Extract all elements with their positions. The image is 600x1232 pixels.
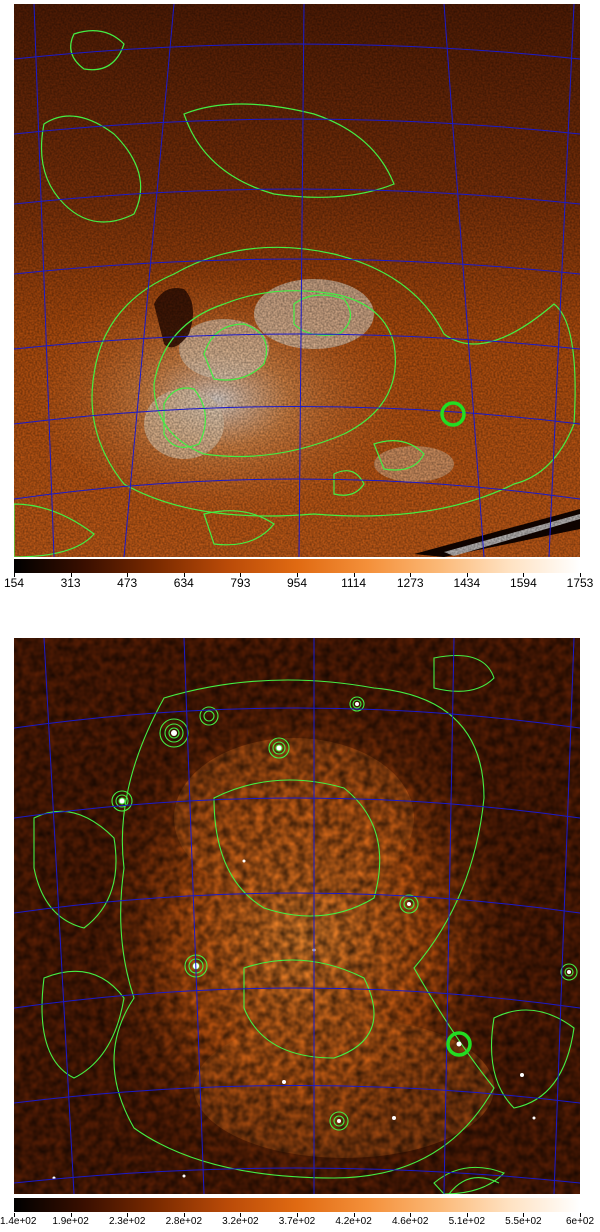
colorbar-tick-mark xyxy=(410,573,412,577)
colorbar-tick-label: 1114 xyxy=(341,576,367,590)
colorbar-tick-label: 313 xyxy=(60,576,81,590)
colorbar-tick-label: 1594 xyxy=(510,576,537,590)
colorbar-tick-mark xyxy=(353,1213,355,1217)
colorbar-tick-mark xyxy=(466,1213,468,1217)
bottom-map-svg xyxy=(14,638,580,1194)
bottom-panel: 1.4e+02 1.9e+02 2.3e+02 2.8e+02 3.2e+02 3.7e+… xyxy=(0,618,600,1227)
colorbar-tick-label: 1.9e+02 xyxy=(52,1216,89,1227)
colorbar-tick-label: 154 xyxy=(3,576,25,590)
colorbar-tick-mark xyxy=(240,1213,242,1217)
top-colorbar-labels: 154 313 473 634 793 954 1114 1273 1434 1594 1753 xyxy=(0,573,600,592)
colorbar-tick-label: 1753 xyxy=(566,576,594,590)
colorbar-tick-mark xyxy=(297,1213,298,1217)
colorbar-tick-label: 2.3e+02 xyxy=(108,1216,146,1227)
colorbar-tick-label: 473 xyxy=(117,576,138,590)
colorbar-tick-label: 3.2e+02 xyxy=(222,1216,259,1227)
colorbar-tick-mark xyxy=(297,573,298,577)
colorbar-tick-mark xyxy=(466,573,468,577)
colorbar-tick-mark xyxy=(580,573,581,577)
colorbar-tick-label: 2.8e+02 xyxy=(165,1216,203,1227)
colorbar-tick-label: 1434 xyxy=(453,576,481,590)
top-panel: 154 313 473 634 793 954 1114 1273 1434 1594 1753 xyxy=(0,0,600,610)
colorbar-tick-mark xyxy=(127,573,129,577)
bottom-colorbar xyxy=(14,1198,580,1212)
colorbar-tick-label: 1.4e+02 xyxy=(0,1216,37,1227)
colorbar-tick-mark xyxy=(183,1213,185,1217)
colorbar-tick-label: 5.1e+02 xyxy=(448,1216,486,1227)
colorbar-tick-mark xyxy=(523,573,525,577)
colorbar-tick-label: 3.7e+02 xyxy=(278,1216,316,1227)
colorbar-tick-label: 5.5e+02 xyxy=(505,1216,542,1227)
colorbar-tick-mark xyxy=(353,573,355,577)
top-map-svg xyxy=(14,4,580,557)
colorbar-tick-mark xyxy=(580,1213,581,1217)
colorbar-tick-mark xyxy=(70,573,72,577)
colorbar-tick-mark xyxy=(240,573,242,577)
colorbar-tick-mark xyxy=(183,573,185,577)
top-intensity-map xyxy=(14,4,580,557)
bottom-colorbar-labels: 1.4e+02 1.9e+02 2.3e+02 2.8e+02 3.2e+02 3.7e+… xyxy=(0,1213,600,1232)
colorbar-tick-mark xyxy=(523,1213,525,1217)
top-colorbar xyxy=(14,559,580,573)
colorbar-tick-label: 1273 xyxy=(396,576,424,590)
colorbar-tick-mark xyxy=(410,1213,412,1217)
colorbar-tick-label: 4.2e+02 xyxy=(335,1216,372,1227)
colorbar-tick-label: 954 xyxy=(286,576,308,590)
colorbar-tick-label: 4.6e+02 xyxy=(391,1216,429,1227)
source-marker xyxy=(446,1031,472,1057)
colorbar-tick-label: 793 xyxy=(230,576,251,590)
bottom-intensity-map xyxy=(14,638,580,1194)
colorbar-tick-mark xyxy=(14,573,15,577)
source-marker xyxy=(440,401,466,427)
colorbar-tick-label: 634 xyxy=(173,576,194,590)
colorbar-tick-mark xyxy=(70,1213,72,1217)
colorbar-tick-mark xyxy=(127,1213,129,1217)
colorbar-tick-mark xyxy=(14,1213,15,1217)
colorbar-tick-label: 6e+02 xyxy=(565,1216,595,1227)
